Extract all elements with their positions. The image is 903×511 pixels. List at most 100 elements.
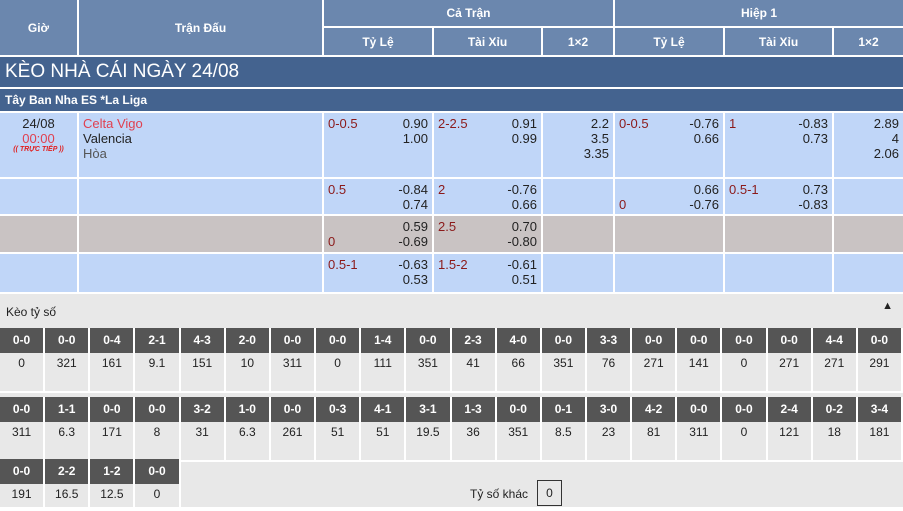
score-block[interactable]: 0-0 191 [0, 459, 46, 511]
score-block[interactable]: 0-0 0 [0, 328, 46, 393]
odds-line: 0-0.5 -0.76 [619, 116, 719, 131]
score-odds: 351 [508, 425, 529, 439]
odds-handicap: 0-0.5 [619, 116, 649, 131]
score-block[interactable]: 1-4 111 [361, 328, 407, 393]
score-block[interactable]: 2-1 9.1 [135, 328, 181, 393]
odds-value: 2.06 [873, 146, 899, 161]
score-block[interactable]: 0-0 351 [496, 397, 542, 462]
score-odds: 0 [740, 425, 748, 439]
score-block[interactable]: 1-2 12.5 [90, 459, 136, 511]
score-block[interactable]: 0-0 311 [0, 397, 46, 462]
score-block[interactable]: 0-0 0 [135, 459, 181, 511]
header-gio: Giờ [0, 0, 77, 55]
odds-cell[interactable]: 0-0.5 0.90 1.00 [324, 113, 432, 177]
score-block[interactable]: 3-4 181 [857, 397, 903, 462]
score-block[interactable]: 0-2 18 [812, 397, 858, 462]
odds-cell[interactable] [834, 179, 903, 214]
score-block[interactable]: 1-1 6.3 [45, 397, 91, 462]
score-block[interactable]: 4-1 51 [361, 397, 407, 462]
score-block[interactable]: 0-0 261 [270, 397, 317, 462]
score-block[interactable]: 3-3 76 [586, 328, 633, 393]
score-odds: 311 [689, 425, 709, 439]
odds-line: 1.5-2 -0.61 [438, 257, 537, 272]
score-block[interactable]: 1-0 6.3 [225, 397, 271, 462]
score-block[interactable]: 0-1 8.5 [541, 397, 587, 462]
odds-cell[interactable] [725, 254, 832, 292]
score-block[interactable]: 0-0 171 [90, 397, 136, 462]
score-block[interactable]: 0-0 0 [316, 328, 362, 393]
odds-cell[interactable] [725, 216, 832, 252]
score-block[interactable]: 0-4 161 [90, 328, 136, 393]
score-odds: 261 [282, 425, 303, 439]
odds-cell[interactable] [543, 254, 613, 292]
score-block[interactable]: 0-0 311 [270, 328, 317, 393]
score-block[interactable]: 0-0 311 [677, 397, 723, 462]
score-block[interactable]: 0-0 0 [722, 397, 768, 462]
score-block[interactable]: 0-0 141 [677, 328, 723, 393]
header-col: Tỷ Lệ [324, 28, 432, 55]
score-block[interactable]: 0-0 0 [722, 328, 768, 393]
odds-cell[interactable] [543, 216, 613, 252]
score-block[interactable]: 0-0 8 [135, 397, 181, 462]
odds-cell[interactable] [834, 254, 903, 292]
score-block[interactable]: 3-0 23 [586, 397, 633, 462]
odds-cell[interactable]: 1.5-2 -0.61 0.51 [434, 254, 541, 292]
score-block[interactable]: 4-3 151 [180, 328, 226, 393]
score-block[interactable]: 4-2 81 [632, 397, 678, 462]
score-block[interactable]: 0-3 51 [316, 397, 362, 462]
odds-value: -0.63 [398, 257, 428, 272]
odds-cell[interactable]: 2.89 4 2.06 [834, 113, 903, 177]
score-block[interactable]: 2-4 121 [767, 397, 813, 462]
score-label: 1-0 [225, 397, 269, 422]
odds-cell[interactable]: 2.5 0.70 -0.80 [434, 216, 541, 252]
odds-value: 0.51 [511, 272, 537, 287]
odds-cell[interactable]: 0.66 0 -0.76 [615, 179, 723, 214]
score-label: 0-0 [767, 328, 811, 353]
odds-cell[interactable]: 2 -0.76 0.66 [434, 179, 541, 214]
odds-cell[interactable]: 0.5 -0.84 0.74 [324, 179, 432, 214]
odds-cell[interactable]: 1 -0.83 0.73 [725, 113, 832, 177]
odds-cell[interactable]: 0.5-1 -0.63 0.53 [324, 254, 432, 292]
match-teams-cell: Celta Vigo Valencia Hòa [79, 113, 322, 177]
odds-value: 0.70 [511, 219, 537, 234]
score-odds: 181 [869, 425, 890, 439]
score-block[interactable]: 2-0 10 [225, 328, 271, 393]
score-block[interactable]: 0-0 271 [632, 328, 678, 393]
score-block[interactable]: 3-1 19.5 [406, 397, 452, 462]
league-header[interactable]: Tây Ban Nha ES *La Liga [0, 89, 903, 111]
odds-cell[interactable]: 0.5-1 0.73 -0.83 [725, 179, 832, 214]
score-block[interactable]: 0-0 321 [45, 328, 91, 393]
odds-cell[interactable]: 2-2.5 0.91 0.99 [434, 113, 541, 177]
odds-line: 0.74 [328, 197, 428, 212]
odds-cell[interactable]: 0.59 0 -0.69 [324, 216, 432, 252]
odds-cell[interactable]: 2.2 3.5 3.35 [543, 113, 613, 177]
away-team[interactable]: Valencia [83, 131, 132, 146]
odds-value: 0.99 [511, 131, 537, 146]
odds-cell[interactable] [543, 179, 613, 214]
score-block[interactable]: 4-4 271 [812, 328, 858, 393]
odds-cell[interactable] [615, 216, 723, 252]
live-badge-icon[interactable]: (( TRỰC TIẾP )) [13, 146, 64, 153]
triangle-up-icon[interactable]: ▲ [882, 300, 893, 312]
empty-cell [79, 216, 322, 252]
home-team[interactable]: Celta Vigo [83, 116, 143, 131]
odds-line: 2.06 [838, 146, 899, 161]
score-label: 4-1 [361, 397, 405, 422]
score-block[interactable]: 0-0 271 [767, 328, 813, 393]
score-row: 0-0 311 1-1 6.3 0-0 171 0-0 8 3-2 31 1-0 6.3 0-0 261 0… [0, 397, 903, 462]
score-label: 2-4 [767, 397, 811, 422]
score-block[interactable]: 0-0 291 [857, 328, 903, 393]
score-block[interactable]: 2-3 41 [451, 328, 497, 393]
odds-line: 1 -0.83 [729, 116, 828, 131]
score-block[interactable]: 0-0 351 [406, 328, 452, 393]
other-score-value[interactable]: 0 [537, 480, 562, 506]
score-block[interactable]: 1-3 36 [451, 397, 497, 462]
score-label: 1-1 [45, 397, 89, 422]
score-block[interactable]: 0-0 351 [541, 328, 587, 393]
score-block[interactable]: 3-2 31 [180, 397, 226, 462]
score-block[interactable]: 2-2 16.5 [45, 459, 91, 511]
odds-cell[interactable] [834, 216, 903, 252]
odds-cell[interactable] [615, 254, 723, 292]
score-block[interactable]: 4-0 66 [496, 328, 542, 393]
odds-cell[interactable]: 0-0.5 -0.76 0.66 [615, 113, 723, 177]
